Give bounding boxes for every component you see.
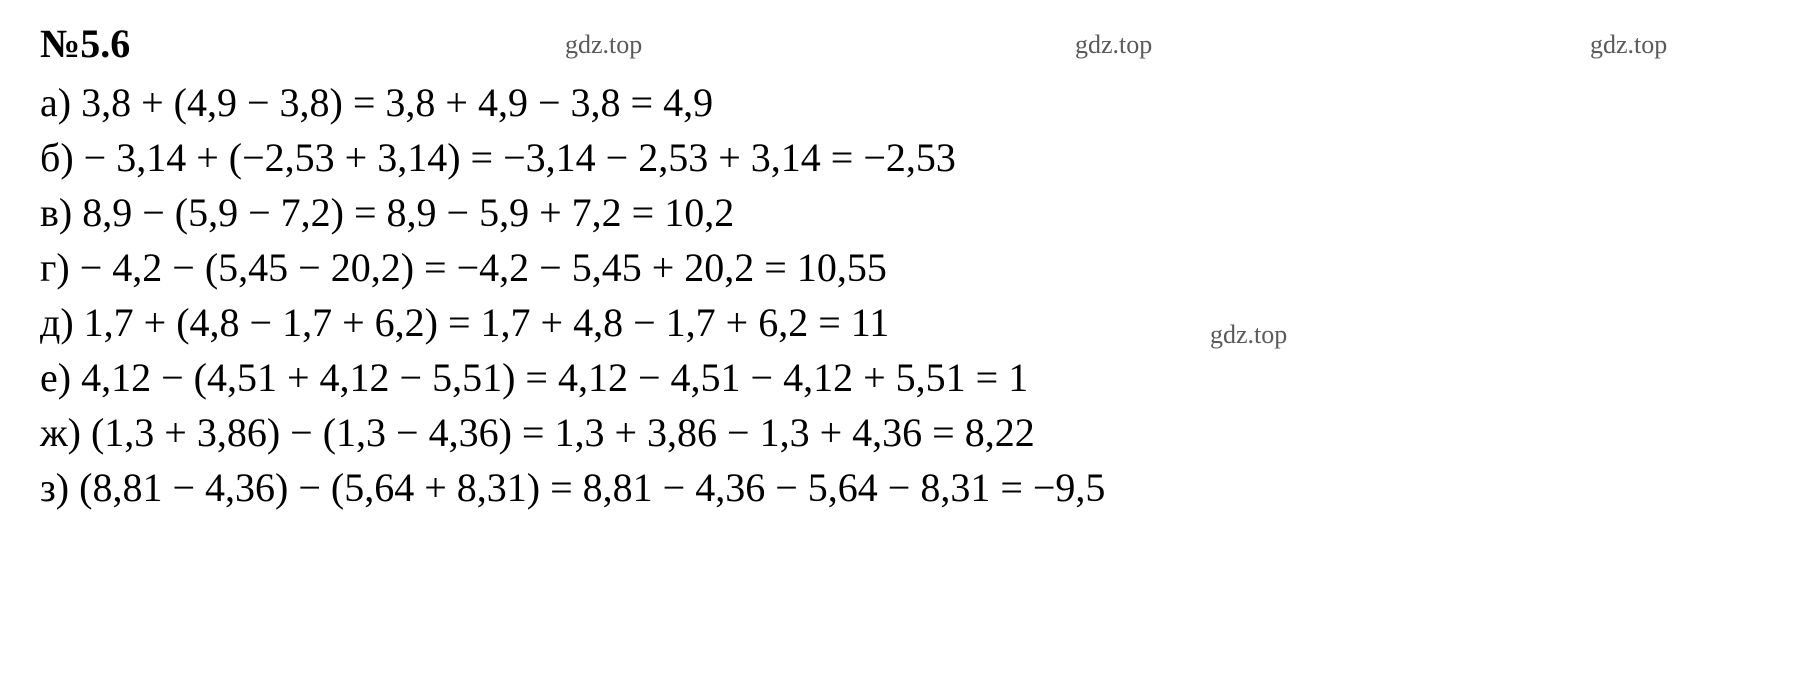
equation-row: а) 3,8 + (4,9 − 3,8) = 3,8 + 4,9 − 3,8 =… [40, 79, 1760, 126]
equation-text: (1,3 + 3,86) − (1,3 − 4,36) = 1,3 + 3,86… [91, 410, 1035, 455]
equation-row: г) − 4,2 − (5,45 − 20,2) = −4,2 − 5,45 +… [40, 244, 1760, 291]
watermark-text: gdz.top [1075, 30, 1152, 60]
equation-text: − 3,14 + (−2,53 + 3,14) = −3,14 − 2,53 +… [84, 135, 956, 180]
equation-label: ж) [40, 410, 81, 455]
equation-label: д) [40, 300, 74, 345]
equation-text: 4,12 − (4,51 + 4,12 − 5,51) = 4,12 − 4,5… [81, 355, 1028, 400]
equation-row: е) 4,12 − (4,51 + 4,12 − 5,51) = 4,12 − … [40, 354, 1760, 401]
equation-label: а) [40, 80, 71, 125]
equation-text: 1,7 + (4,8 − 1,7 + 6,2) = 1,7 + 4,8 − 1,… [84, 300, 890, 345]
equation-text: (8,81 − 4,36) − (5,64 + 8,31) = 8,81 − 4… [79, 465, 1105, 510]
equation-row: б) − 3,14 + (−2,53 + 3,14) = −3,14 − 2,5… [40, 134, 1760, 181]
equation-label: е) [40, 355, 71, 400]
equation-label: г) [40, 245, 70, 290]
equation-text: − 4,2 − (5,45 − 20,2) = −4,2 − 5,45 + 20… [80, 245, 887, 290]
equation-label: з) [40, 465, 69, 510]
equation-row: з) (8,81 − 4,36) − (5,64 + 8,31) = 8,81 … [40, 464, 1760, 511]
equation-list: а) 3,8 + (4,9 − 3,8) = 3,8 + 4,9 − 3,8 =… [40, 79, 1760, 511]
equation-row: в) 8,9 − (5,9 − 7,2) = 8,9 − 5,9 + 7,2 =… [40, 189, 1760, 236]
problem-title: №5.6 [40, 20, 1760, 67]
equation-row: ж) (1,3 + 3,86) − (1,3 − 4,36) = 1,3 + 3… [40, 409, 1760, 456]
equation-label: б) [40, 135, 74, 180]
watermark-text: gdz.top [1590, 30, 1667, 60]
equation-label: в) [40, 190, 72, 235]
equation-text: 8,9 − (5,9 − 7,2) = 8,9 − 5,9 + 7,2 = 10… [82, 190, 734, 235]
watermark-text: gdz.top [565, 30, 642, 60]
equation-row: д) 1,7 + (4,8 − 1,7 + 6,2) = 1,7 + 4,8 −… [40, 299, 1760, 346]
equation-text: 3,8 + (4,9 − 3,8) = 3,8 + 4,9 − 3,8 = 4,… [81, 80, 713, 125]
watermark-text: gdz.top [1210, 320, 1287, 350]
